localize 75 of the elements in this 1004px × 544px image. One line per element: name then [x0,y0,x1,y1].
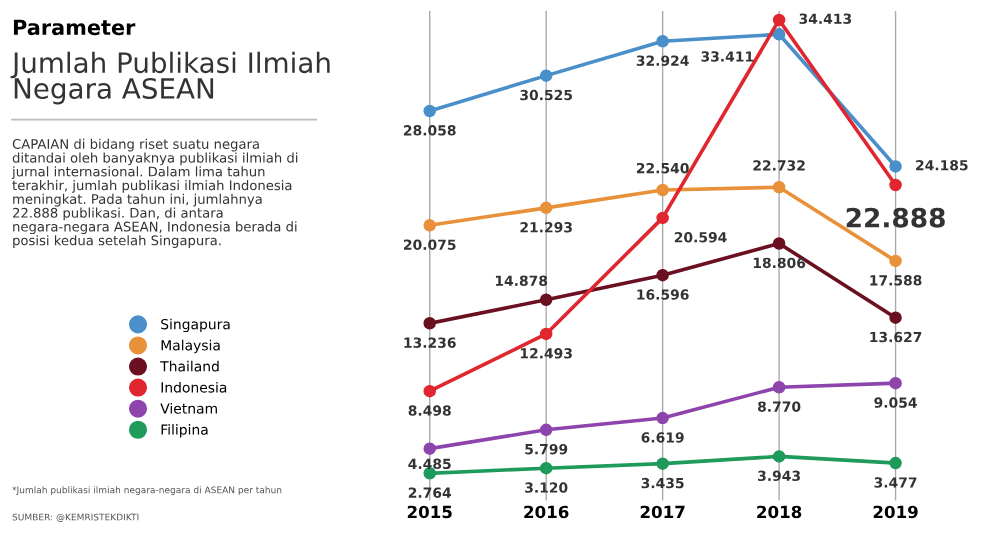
data-label: 4.485 [408,458,451,470]
data-label: 22.732 [753,160,805,171]
data-label: 22.888 [846,207,945,228]
point [656,457,669,470]
point [772,450,786,463]
x-tick-label: 2015 [407,505,452,519]
x-tick-label: 2016 [524,505,569,519]
x-tick-label: 2018 [757,505,802,519]
legend-label: Malaysia [161,339,220,354]
point [539,461,553,475]
point [889,178,902,192]
data-label: 12.493 [520,348,572,359]
legend-label: Singapura [161,318,230,333]
legend-label: Filipina [161,424,208,438]
text: SUMBER: @KEMRISTEKDIKTI [12,513,139,522]
data-label: 17.588 [870,275,922,286]
data-label: 5.799 [525,443,568,455]
point [656,183,669,197]
point [889,160,902,173]
point [772,28,786,41]
data-label: 8.498 [408,405,451,416]
point [539,293,553,307]
legend-label: Indonesia [161,381,227,393]
data-label: 20.075 [404,239,456,250]
data-label: 20.594 [674,232,727,243]
data-label: 28.058 [404,125,456,136]
point [772,13,786,27]
data-label: 13.236 [404,337,456,348]
data-label: 3.120 [525,482,568,493]
point [656,35,669,48]
point [539,201,553,215]
data-label: 8.770 [757,401,801,412]
legend-label: Vietnam [160,402,217,414]
point [889,311,902,324]
data-label: 3.943 [758,470,800,482]
point [772,381,786,394]
point [656,268,669,282]
point [539,69,553,82]
data-label: 34.413 [799,13,852,24]
text: CAPAIAN di bidang riset suatu negara ditandai oleh banyaknya publikasi ilmiah di jurnal internasional. Dalam lima tahun terakhir, jumlah publikasi ilmiah Indonesia meningkat. Pada tahun ini, jumlahnya 22.888 publikasi. Dan, di antara negara-negara ASEAN, Indonesia berada di posisi kedua setelah Singapura. [11,138,298,248]
data-label: 3.477 [874,477,917,488]
point [423,104,436,118]
point [539,327,553,341]
point [772,237,786,250]
point [423,442,436,455]
data-label: 33.411 [701,51,754,62]
point [656,211,669,225]
data-label: 9.054 [874,397,917,408]
data-label: 6.619 [641,432,684,443]
point [889,456,902,470]
data-label: 18.806 [753,257,806,269]
data-label: 2.764 [408,487,452,498]
text: Parameter [13,19,136,36]
data-label: 22.540 [636,162,689,174]
x-tick-label: 2017 [640,505,685,519]
point [423,384,436,398]
text: Jumlah Publikasi Ilmiah Negara ASEAN [10,51,330,105]
data-label: 13.627 [870,331,922,343]
point [889,376,902,390]
data-label: 32.924 [636,55,689,66]
data-label: 16.596 [637,289,689,300]
data-label: 24.185 [916,159,968,171]
point [889,254,902,268]
data-label: 14.878 [495,275,548,286]
x-tick-label: 2019 [873,505,918,519]
data-label: 21.293 [520,222,572,233]
data-label: 30.525 [520,89,572,101]
legend-label: Thailand [160,360,219,372]
text: *Jumlah publikasi ilmiah negara-negara di ASEAN per tahun [12,486,282,496]
point [772,181,786,194]
point [539,423,553,437]
point [656,411,669,425]
point [423,219,436,232]
point [423,317,436,330]
data-label: 3.435 [641,477,684,489]
